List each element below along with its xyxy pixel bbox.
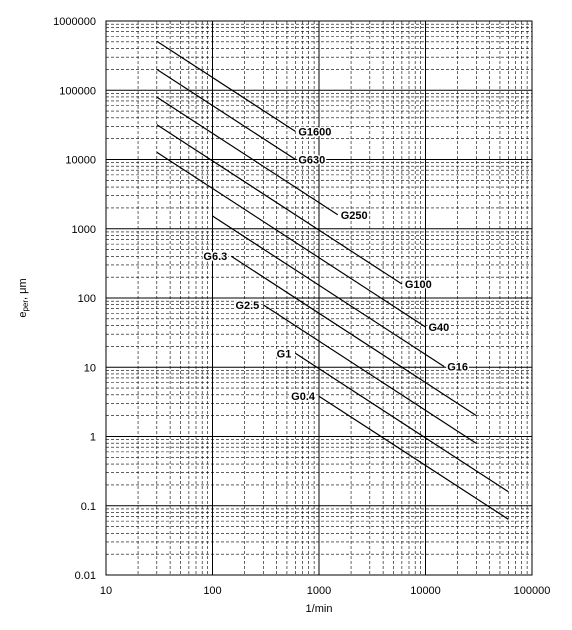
series-label: G0.4 (291, 391, 316, 403)
series-line (156, 124, 403, 285)
plot-frame (105, 20, 533, 576)
y-tick-label: 1000000 (53, 16, 96, 28)
series-line (156, 40, 296, 132)
series-label: G16 (447, 362, 468, 374)
y-tick-label: 0.01 (75, 570, 96, 582)
y-tick-label: 1000 (72, 224, 96, 236)
series-label: G1 (277, 348, 292, 360)
series-line (295, 352, 509, 493)
series-label: G250 (341, 210, 368, 222)
x-tick-label: 10000 (410, 585, 441, 597)
series-line (156, 96, 339, 216)
series-label: G630 (298, 154, 325, 166)
x-tick-label: 100 (203, 585, 221, 597)
series-label: G2.5 (235, 300, 259, 312)
y-tick-label: 10 (84, 362, 96, 374)
y-tick-label: 100000 (59, 85, 96, 97)
series-line (212, 215, 445, 368)
series-line (230, 255, 477, 417)
x-axis-label: 1/min (306, 603, 333, 615)
y-axis-label: eper, μm (17, 278, 30, 317)
y-label-main: e (17, 312, 29, 318)
y-tick-label: 100 (78, 293, 96, 305)
series-line (318, 395, 509, 520)
y-label-sub: per (21, 300, 30, 312)
y-label-unit: , μm (17, 278, 29, 300)
series-line (156, 151, 426, 328)
x-tick-label: 10 (100, 585, 112, 597)
y-tick-label: 0.1 (81, 501, 96, 513)
x-tick-label: 100000 (514, 585, 551, 597)
series-line (262, 304, 477, 444)
series-label: G100 (405, 279, 432, 291)
x-tick-label: 1000 (307, 585, 331, 597)
y-tick-label: 1 (90, 432, 96, 444)
series-label: G1600 (298, 126, 331, 138)
series-line (156, 68, 296, 160)
y-tick-label: 10000 (65, 155, 96, 167)
series-label: G40 (429, 322, 450, 334)
series-label: G6.3 (203, 251, 227, 263)
